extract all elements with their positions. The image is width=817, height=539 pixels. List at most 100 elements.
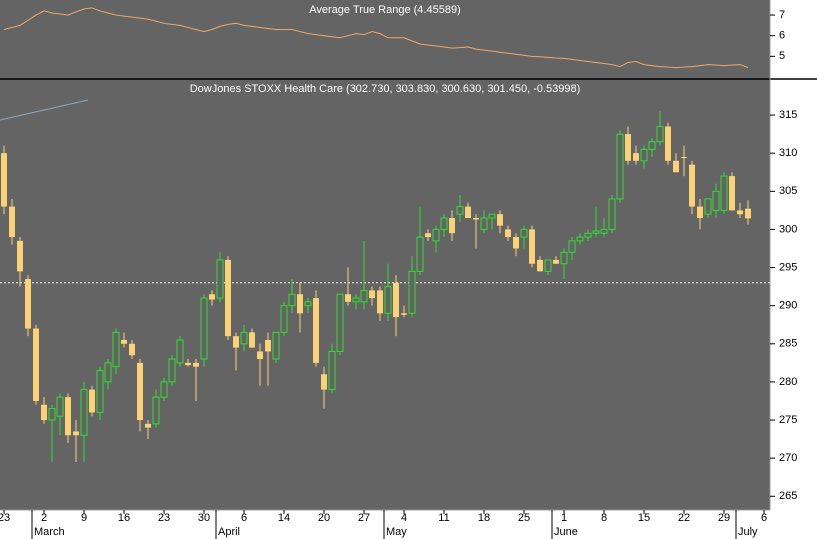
- candle-body: [328, 350, 336, 391]
- candle-body: [720, 175, 728, 211]
- candle-body: [288, 293, 296, 307]
- candle-body: [640, 148, 648, 162]
- x-tick-label: 9: [81, 512, 87, 524]
- candle-body: [497, 214, 503, 226]
- candle-body: [520, 228, 528, 238]
- candle-body: [529, 229, 535, 264]
- month-label: June: [554, 526, 578, 538]
- candle-body: [33, 328, 39, 401]
- candle-body: [681, 157, 687, 159]
- candle-body: [257, 351, 263, 360]
- candle-body: [377, 290, 383, 314]
- x-tick-label: 2: [41, 512, 47, 524]
- candle-body: [249, 332, 255, 348]
- candle-body: [73, 431, 79, 436]
- x-tick-label: 27: [358, 512, 370, 524]
- candle-body: [408, 270, 416, 314]
- y-tick-label: 305: [779, 185, 797, 197]
- candle-body: [704, 198, 712, 215]
- candle-body: [673, 160, 679, 173]
- candle-body: [712, 190, 720, 211]
- candle-body: [160, 381, 168, 398]
- candle-body: [576, 236, 584, 242]
- candle-body: [480, 217, 488, 230]
- candle-body: [297, 294, 303, 314]
- candle-body: [272, 331, 280, 360]
- candle-body: [616, 133, 624, 200]
- candle-body: [17, 240, 23, 272]
- month-label: July: [738, 526, 758, 538]
- candle-body: [129, 343, 135, 356]
- candle-body: [168, 358, 176, 383]
- candle-body: [145, 423, 151, 428]
- candle-body: [369, 290, 375, 299]
- candle-body: [600, 228, 608, 234]
- y-tick-label: 270: [779, 452, 797, 464]
- y-tick-label: 310: [779, 147, 797, 159]
- candle-body: [425, 233, 431, 238]
- y-tick-label: 315: [779, 109, 797, 121]
- candle-body: [152, 396, 160, 425]
- x-tick-label: 4: [401, 512, 407, 524]
- candle-body: [384, 286, 392, 314]
- trend-line: [0, 99, 89, 121]
- candle-body: [185, 362, 191, 366]
- candle-body: [465, 206, 471, 218]
- candle-body: [592, 230, 600, 234]
- candle-body: [200, 297, 208, 360]
- candle-body: [745, 208, 751, 219]
- x-tick-label: 22: [678, 512, 690, 524]
- chart-title: DowJones STOXX Health Care (302.730, 303…: [190, 83, 581, 95]
- axis-background: [0, 510, 770, 539]
- atr-line: [3, 7, 749, 69]
- candle-body: [65, 397, 71, 436]
- candle-body: [265, 339, 271, 352]
- candle-body: [729, 176, 735, 211]
- candle-body: [112, 331, 120, 368]
- candle-body: [56, 396, 64, 417]
- y-tick-label: 6: [779, 30, 785, 42]
- y-tick-label: 300: [779, 223, 797, 235]
- y-tick-label: 5: [779, 50, 785, 62]
- y-tick-label: 7: [779, 9, 785, 21]
- candle-body: [737, 210, 743, 215]
- candle-body: [48, 408, 56, 421]
- candle-body: [9, 206, 15, 238]
- month-label: May: [386, 526, 407, 538]
- candle-body: [505, 229, 511, 238]
- candle-body: [449, 217, 455, 234]
- candle-body: [1, 153, 7, 207]
- candle-body: [80, 389, 88, 436]
- candle-body: [473, 217, 479, 220]
- candle-body: [240, 331, 248, 345]
- candle-body: [176, 339, 184, 364]
- y-tick-label: 295: [779, 261, 797, 273]
- candle-body: [568, 240, 576, 253]
- candle-body: [689, 164, 695, 207]
- candle-body: [104, 362, 112, 383]
- candle-body: [625, 134, 631, 161]
- month-label: April: [218, 526, 240, 538]
- candle-body: [193, 362, 199, 367]
- month-label: March: [34, 526, 65, 538]
- x-tick-label: 1: [561, 512, 567, 524]
- candle-body: [544, 259, 552, 272]
- candle-body: [648, 141, 656, 150]
- axis-background: [770, 0, 817, 539]
- plot-background: [0, 0, 770, 510]
- y-tick-label: 280: [779, 376, 797, 388]
- atr-title: Average True Range (4.45589): [309, 4, 460, 16]
- candle-body: [321, 374, 327, 390]
- x-tick-label: 29: [718, 512, 730, 524]
- candle-body: [456, 206, 464, 215]
- x-tick-label: 14: [278, 512, 290, 524]
- candle-body: [488, 213, 496, 219]
- candle-body: [121, 339, 127, 344]
- candle-body: [233, 336, 239, 348]
- candle-body: [393, 282, 399, 318]
- x-tick-label: 6: [761, 512, 767, 524]
- x-tick-label: 18: [478, 512, 490, 524]
- x-tick-label: 11: [438, 512, 449, 524]
